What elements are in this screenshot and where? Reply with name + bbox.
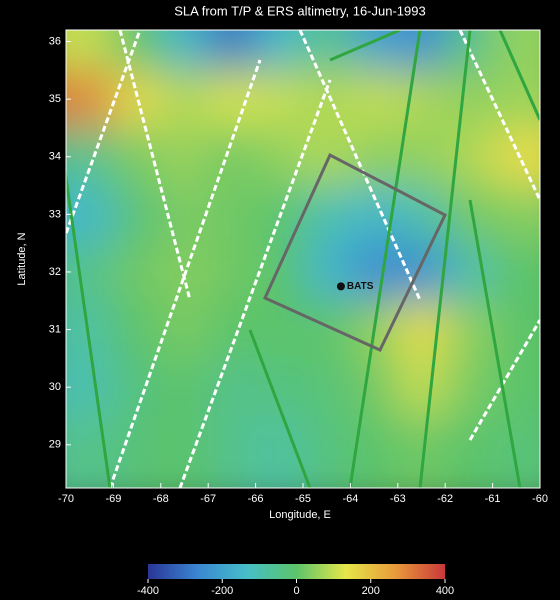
colorbar-tick-label: 0: [293, 585, 299, 597]
sla-cell: [113, 243, 160, 301]
y-tick-label: 36: [49, 35, 61, 47]
sla-cell: [256, 128, 303, 186]
sla-cell: [161, 358, 208, 416]
sla-cell: [256, 243, 303, 301]
sla-cell: [350, 243, 397, 301]
annotation-label: BATS: [347, 281, 374, 292]
sla-cell: [113, 186, 160, 244]
x-tick-label: -68: [153, 493, 169, 505]
y-axis-label: Latitude, N: [16, 232, 28, 285]
sla-cell: [113, 70, 160, 128]
x-axis-label: Longitude, E: [269, 509, 331, 521]
x-tick-label: -69: [105, 493, 121, 505]
sla-cell: [398, 358, 445, 416]
sla-cell: [445, 358, 492, 416]
sla-cell: [208, 358, 255, 416]
plot-area: [26, 0, 560, 514]
sla-cell: [493, 70, 560, 128]
sla-cell: [113, 301, 160, 359]
sla-cell: [161, 128, 208, 186]
sla-cell: [303, 243, 350, 301]
colorbar: [148, 564, 445, 579]
sla-cell: [26, 0, 113, 70]
y-tick-label: 30: [49, 381, 61, 393]
sla-cell: [493, 416, 560, 514]
sla-cell: [493, 128, 560, 186]
x-tick-label: -64: [342, 493, 358, 505]
sla-cell: [303, 70, 350, 128]
sla-cell: [445, 301, 492, 359]
sla-cell: [161, 70, 208, 128]
sla-cell: [350, 70, 397, 128]
colorbar-tick-label: 400: [436, 585, 454, 597]
x-tick-label: -61: [485, 493, 501, 505]
x-tick-label: -63: [390, 493, 406, 505]
x-tick-label: -65: [295, 493, 311, 505]
sla-cell: [161, 301, 208, 359]
sla-cell: [350, 358, 397, 416]
sla-cell: [303, 186, 350, 244]
x-tick-label: -62: [437, 493, 453, 505]
chart: SLA from T/P & ERS altimetry, 16-Jun-199…: [0, 0, 560, 600]
colorbar-tick-label: -400: [137, 585, 159, 597]
sla-cell: [256, 301, 303, 359]
sla-cell: [208, 243, 255, 301]
sla-cell: [398, 243, 445, 301]
y-tick-label: 33: [49, 208, 61, 220]
x-tick-label: -60: [532, 493, 548, 505]
x-tick-label: -66: [248, 493, 264, 505]
x-tick-label: -70: [58, 493, 74, 505]
y-tick-label: 34: [49, 151, 61, 163]
sla-cell: [445, 128, 492, 186]
y-tick-label: 35: [49, 93, 61, 105]
x-tick-label: -67: [200, 493, 216, 505]
sla-cell: [493, 301, 560, 359]
sla-cell: [493, 243, 560, 301]
sla-cell: [493, 186, 560, 244]
colorbar-tick-label: 200: [362, 585, 380, 597]
y-tick-label: 31: [49, 323, 61, 335]
sla-cell: [208, 186, 255, 244]
y-tick-label: 32: [49, 266, 61, 278]
sla-cell: [303, 358, 350, 416]
colorbar-tick-label: -200: [211, 585, 233, 597]
sla-cell: [208, 70, 255, 128]
annotation-marker: [337, 282, 345, 290]
sla-cell: [445, 70, 492, 128]
chart-title: SLA from T/P & ERS altimetry, 16-Jun-199…: [174, 3, 425, 18]
sla-cell: [303, 301, 350, 359]
y-tick-label: 29: [49, 439, 61, 451]
sla-cell: [256, 70, 303, 128]
